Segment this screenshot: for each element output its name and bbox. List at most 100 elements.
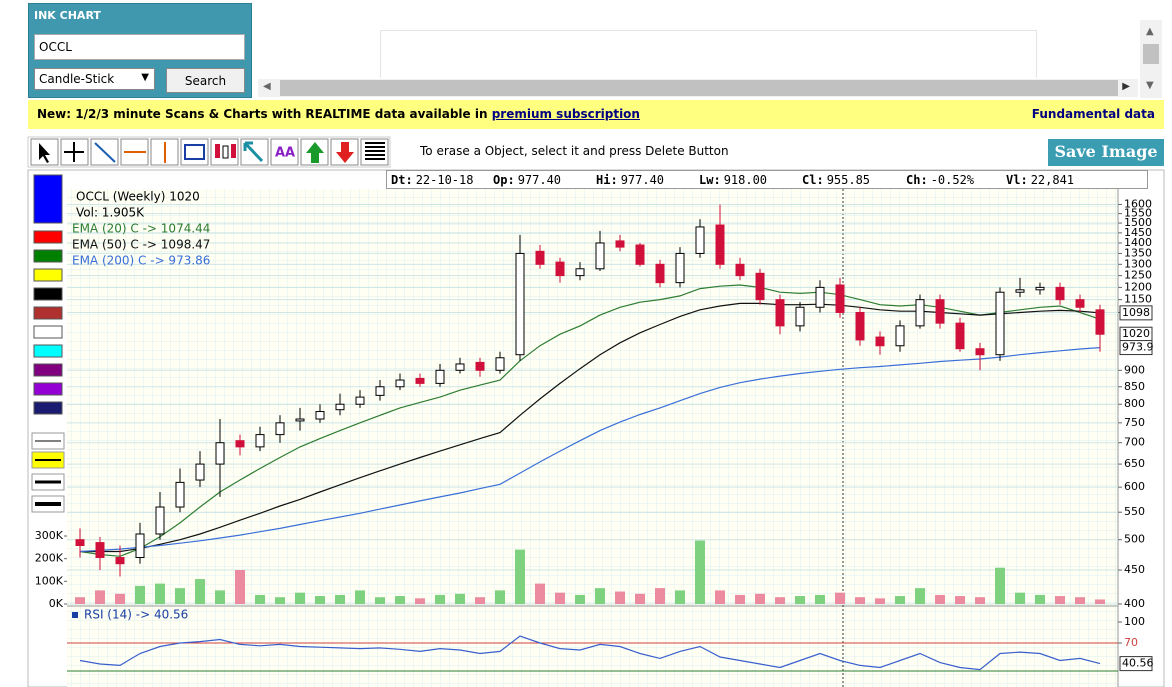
volume-bar: [375, 597, 385, 604]
y-tick-label: 1550: [1124, 207, 1152, 220]
rsi-tick-label: 70: [1124, 636, 1138, 649]
scroll-left[interactable]: ◀: [263, 81, 271, 92]
volume-bar: [935, 594, 945, 604]
rsi-legend-key: [72, 612, 78, 618]
volume-bar: [295, 592, 305, 604]
rsi-tick-label: 100: [1124, 615, 1145, 628]
quote-item: Op: 977.40: [493, 173, 561, 187]
volume-bar: [775, 597, 785, 604]
rsi-marker: [1119, 656, 1153, 672]
candle-body: [175, 481, 185, 508]
candle-body: [875, 336, 885, 347]
scroll-up[interactable]: ▲: [1146, 26, 1154, 37]
candle-body: [755, 272, 765, 301]
quote-value: 977.40: [517, 173, 562, 187]
candle-body: [555, 261, 565, 277]
volume-bar: [395, 596, 405, 604]
candle-body: [675, 252, 685, 284]
volume-bar: [335, 594, 345, 604]
candle-body: [575, 268, 585, 277]
volume-bar: [735, 594, 745, 604]
vol-tick-label: 0K: [49, 597, 64, 610]
candle-body: [435, 369, 445, 384]
toolbar-hint: To erase a Object, select it and press D…: [420, 144, 729, 158]
save-image-button[interactable]: Save Image: [1048, 139, 1164, 166]
text-icon: AA: [275, 146, 295, 161]
move-icon: [64, 142, 84, 162]
candle-body: [1035, 286, 1045, 291]
ema-line: [80, 302, 1101, 553]
premium-link[interactable]: premium subscription: [491, 107, 640, 121]
scroll-down[interactable]: ▼: [1146, 80, 1154, 91]
volume-bar: [795, 596, 805, 604]
scroll-thumb[interactable]: [1143, 44, 1159, 64]
plot: 4004505005506006507007508008509001100115…: [35, 190, 1154, 672]
volume-bar: [275, 597, 285, 604]
v-scrollbar[interactable]: ▲ ▼: [1140, 20, 1162, 98]
volume-bar: [115, 593, 125, 604]
legend-entry: EMA (50) C -> 1098.47: [72, 238, 210, 252]
y-tick-label: 700: [1124, 436, 1145, 449]
select-value: Candle-Stick: [39, 72, 115, 86]
quote-item: Ch: -0.52%: [906, 173, 974, 187]
scroll-thumb[interactable]: [280, 80, 1118, 96]
volume-bar: [435, 594, 445, 604]
quote-label: Cl:: [802, 173, 824, 187]
volume-bar: [575, 594, 585, 604]
color-palette[interactable]: [31, 174, 65, 513]
quote-item: Vl: 22,841: [1006, 173, 1074, 187]
candle-body: [795, 306, 805, 327]
candle-body: [195, 463, 205, 481]
candle-body: [1015, 289, 1025, 293]
quote-label: Lw:: [699, 173, 721, 187]
search-button[interactable]: Search: [166, 68, 245, 93]
y-tick-label: 450: [1124, 563, 1145, 576]
rsi-legend: RSI (14) -> 40.56: [84, 608, 188, 622]
quote-label: Op:: [493, 173, 515, 187]
volume-bar: [655, 588, 665, 604]
candle-body: [955, 322, 965, 350]
candle-body: [475, 361, 485, 371]
price-marker-label: 1098: [1122, 306, 1150, 319]
tool-buttons[interactable]: [30, 138, 389, 166]
line-icon: [94, 142, 116, 163]
symbol-input[interactable]: OCCL: [34, 34, 245, 60]
quote-item: Hi: 977.40: [596, 173, 664, 187]
y-tick-label: 800: [1124, 397, 1145, 410]
candle-body: [415, 377, 425, 384]
candle-body: [515, 252, 525, 356]
quote-item: Cl: 955.85: [802, 173, 870, 187]
volume-bar: [915, 588, 925, 604]
candle-body: [815, 286, 825, 308]
volume-bar: [895, 596, 905, 604]
scroll-right[interactable]: ▶: [1122, 81, 1130, 92]
width-icon: [365, 142, 385, 160]
volume-bar: [595, 588, 605, 604]
select-arrow: ▼: [141, 72, 149, 83]
quote-value: 22-10-18: [415, 173, 474, 187]
volume-bar: [715, 590, 725, 604]
ema-line: [79, 284, 1101, 557]
volume-bar: [635, 593, 645, 604]
y-tick-label: 750: [1124, 416, 1145, 429]
candle-body: [315, 411, 325, 420]
volume-bar: [475, 597, 485, 604]
candle-body: [535, 250, 545, 265]
toolbar: AA: [27, 136, 391, 168]
fundamental-link[interactable]: Fundamental data: [1031, 107, 1155, 121]
y-tick-label: 900: [1124, 363, 1145, 376]
volume-bar: [1075, 597, 1085, 604]
volume-bar: [1015, 592, 1025, 604]
legend-volume: Vol: 1.905K: [76, 206, 145, 220]
quote-label: Ch:: [906, 173, 928, 187]
volume-bar: [495, 590, 505, 604]
h-scrollbar[interactable]: ◀ ▶: [258, 79, 1138, 97]
candle-body: [895, 325, 905, 347]
volume-bar: [515, 549, 525, 604]
volume-bar: [255, 594, 265, 604]
quote-value: 918.00: [723, 173, 768, 187]
candle-body: [595, 242, 605, 270]
chart-type-select[interactable]: Candle-Stick ▼: [34, 68, 155, 90]
price-marker-label: 973.9: [1122, 341, 1154, 354]
